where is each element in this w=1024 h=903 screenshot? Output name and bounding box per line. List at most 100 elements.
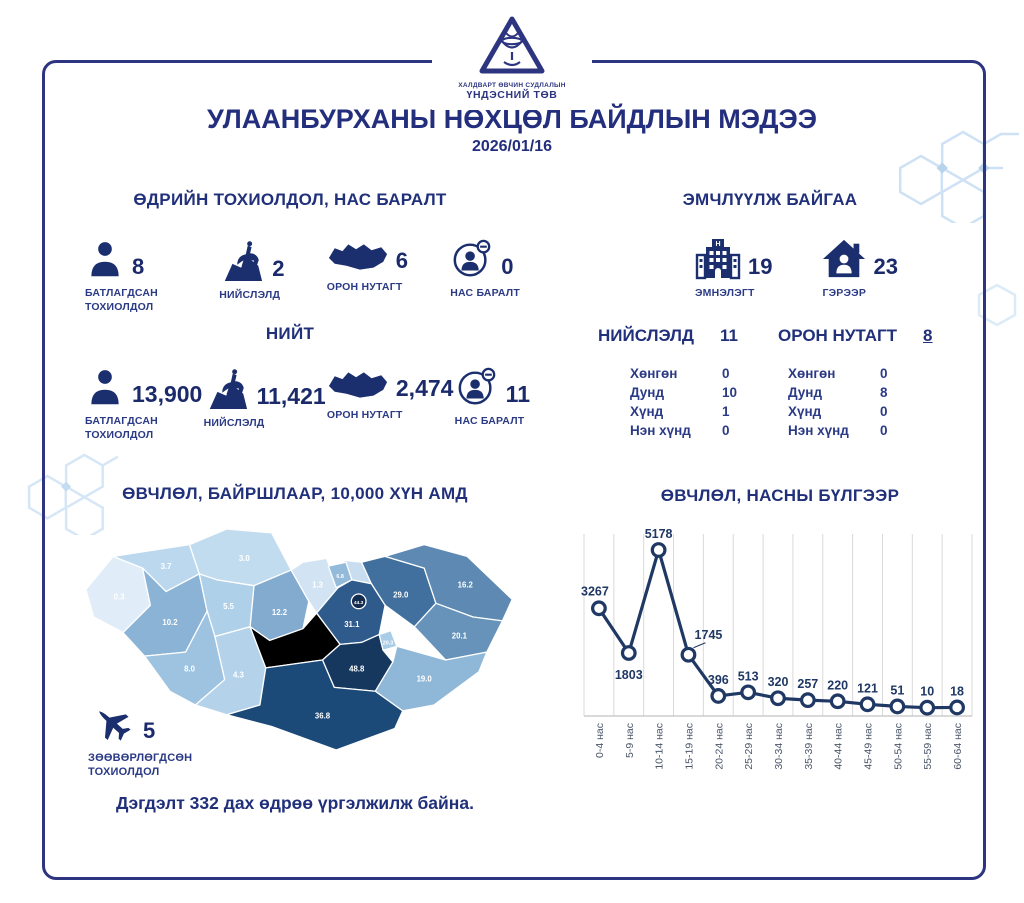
chart-x-label: 15-19 нас [683, 723, 695, 770]
chart-value-label: 220 [827, 678, 848, 692]
chart-value-label: 3267 [581, 584, 609, 598]
stat-label: БАТЛАГДСАН ТОХИОЛДОЛ [85, 415, 158, 441]
chart-marker [680, 646, 697, 663]
chart-marker [740, 684, 757, 701]
map-value-label: 20.3 [383, 640, 393, 646]
chart-marker [799, 692, 816, 709]
organization-name-line1: ХАЛДВАРТ ӨВЧИН СУДЛАЛЫН [458, 82, 566, 89]
daily-stats-row: 8 БАТЛАГДСАН ТОХИОЛДОЛ 2 НИЙСЛЭЛД 6 [85, 238, 520, 314]
stat-label: ОРОН НУТАГТ [326, 281, 403, 293]
map-value-label: 4.3 [233, 671, 245, 680]
mongolia-map-icon [328, 244, 387, 270]
stat-value: 6 [395, 248, 408, 273]
stat-value: 11 [505, 381, 530, 407]
stat-value: 5 [143, 718, 156, 743]
chart-marker [650, 542, 667, 558]
severity-row: Хөнгөн 0 [630, 366, 752, 381]
age-group-line-chart: 3267 1803 5178 1745 396 513 320 257 220 121 51 10 18… [581, 527, 973, 770]
chart-x-label: 60-64 нас [952, 723, 964, 770]
chart-x-label: 35-39 нас [803, 723, 815, 770]
chart-x-label: 45-49 нас [863, 723, 875, 770]
chart-label-leader-line [693, 642, 706, 649]
severity-value: 8 [880, 385, 888, 400]
regional-severity-table: Хөнгөн 0 Дунд 8 Хүнд 0 Нэн хүнд 0 [788, 366, 910, 438]
stat-label: ГЭРЭЭР [822, 287, 867, 299]
chart-value-label: 5178 [645, 527, 673, 541]
person-icon [91, 370, 119, 405]
severity-row: Нэн хүнд 0 [788, 423, 910, 438]
map-value-label: 12.2 [272, 608, 288, 617]
stat-label: ЗӨӨВӨРЛӨГДСӨН ТОХИОЛДОЛ [88, 752, 193, 779]
chart-marker [620, 645, 637, 661]
chart-marker [859, 696, 876, 713]
stat-value: 11,421 [256, 383, 326, 409]
severity-label: Хөнгөн [788, 366, 836, 381]
chart-value-label: 1803 [615, 668, 643, 682]
stat-imported-cases: 5 ЗӨӨВӨРЛӨГДСӨН ТОХИОЛДОЛ [88, 700, 208, 780]
chart-marker [889, 698, 906, 715]
map-region-omnogovi [226, 659, 404, 751]
regional-treatment-header: ОРОН НУТАГТ 8 [778, 326, 933, 346]
svg-text:Н: Н [715, 241, 720, 248]
chart-x-label: 30-34 нас [773, 723, 785, 770]
organization-name-line2: ҮНДЭСНИЙ ТӨВ [466, 89, 558, 101]
stat-total-confirmed: 13,900 БАТЛАГДСАН ТОХИОЛДОЛ [85, 366, 202, 442]
chart-value-label: 513 [738, 669, 759, 683]
severity-row: Дунд 10 [630, 385, 752, 400]
person-icon [91, 242, 119, 277]
stat-value: 2,474 [395, 375, 454, 401]
chart-x-label: 25-29 нас [743, 723, 755, 770]
stat-daily-confirmed: 8 БАТЛАГДСАН ТОХИОЛДОЛ [85, 238, 177, 314]
chart-x-label: 10-14 нас [654, 723, 666, 770]
stat-total-deaths: 11 НАС БАРАЛТ [455, 366, 530, 442]
treatment-section-title: ЭМЧЛҮҮЛЖ БАЙГАА [682, 190, 858, 209]
map-value-label: 6.8 [336, 574, 343, 580]
severity-row: Хүнд 0 [788, 404, 910, 419]
severity-label: Дунд [788, 385, 823, 400]
severity-row: Дунд 8 [788, 385, 910, 400]
regional-value: 8 [923, 326, 933, 345]
map-value-label: 48.8 [349, 665, 365, 674]
capital-value: 11 [719, 326, 738, 345]
severity-label: Хүнд [630, 404, 664, 419]
severity-value: 0 [880, 404, 888, 419]
map-value-label: 0.3 [114, 592, 126, 601]
severity-value: 0 [722, 423, 730, 438]
stat-label: НАС БАРАЛТ [450, 287, 520, 299]
severity-value: 0 [880, 366, 888, 381]
total-stats-row: 13,900 БАТЛАГДСАН ТОХИОЛДОЛ 11,421 НИЙСЛ… [85, 366, 530, 442]
map-value-label: 8.0 [184, 665, 196, 674]
chart-marker [710, 688, 727, 704]
capital-treatment-header: НИЙСЛЭЛД 11 [598, 326, 738, 346]
map-region-govisumber [378, 630, 398, 651]
capital-label: НИЙСЛЭЛД [598, 326, 694, 345]
chart-x-label: 50-54 нас [892, 723, 904, 770]
chart-x-label: 55-59 нас [922, 723, 934, 770]
stat-label: НИЙСЛЭЛД [219, 289, 281, 301]
severity-label: Дунд [630, 385, 665, 400]
deceased-person-icon [458, 367, 495, 405]
stat-label: ЭМНЭЛЭГТ [695, 287, 755, 299]
stat-label: НИЙСЛЭЛД [203, 417, 265, 429]
chart-value-label: 257 [797, 677, 818, 691]
home-icon [823, 239, 866, 278]
daily-section-title: ӨДРИЙН ТОХИОЛДОЛ, НАС БАРАЛТ [133, 190, 447, 209]
stat-value: 8 [132, 254, 145, 279]
stat-label: БАТЛАГДСАН ТОХИОЛДОЛ [85, 287, 158, 313]
severity-label: Хөнгөн [630, 366, 678, 381]
map-value-label: 19.0 [417, 675, 433, 684]
mongolia-choropleth-map: 0.3 3.7 3.0 10.2 5.5 8.0 4.3 12.2 1.3 31… [85, 528, 513, 751]
chart-value-label: 396 [708, 673, 729, 687]
treatment-stats-row: Н 19 ЭМНЭЛЭГТ [695, 238, 898, 301]
chart-marker [829, 693, 846, 710]
airplane-icon [99, 711, 131, 741]
chart-marker [949, 699, 965, 716]
chart-marker [770, 690, 786, 707]
map-value-label: 16.2 [458, 581, 474, 590]
map-value-label: 20.1 [452, 631, 468, 640]
severity-label: Нэн хүнд [788, 423, 849, 438]
horseman-statue-icon [225, 241, 263, 282]
chart-value-label: 10 [920, 685, 934, 699]
stat-daily-regional: 6 ОРОН НУТАГТ [327, 238, 408, 314]
